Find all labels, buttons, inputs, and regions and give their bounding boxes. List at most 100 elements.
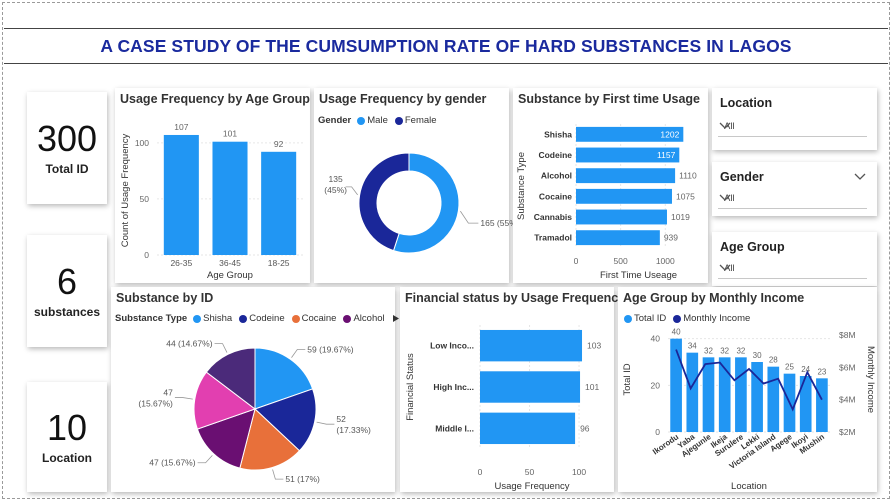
chart-title: Age Group by Monthly Income [623,291,805,305]
legend-label: Total ID [634,313,667,324]
data-label: (15.67%) [138,399,173,409]
kpi-value: 10 [46,406,88,448]
legend-dot [239,314,248,323]
dropdown-value: All [724,263,735,274]
x-tick-label: 26-35 [170,258,192,268]
data-label: 1157 [657,150,676,160]
y-tick-label: 40 [651,334,661,344]
leader-line [197,455,213,464]
age-group-dropdown[interactable]: All [718,259,867,279]
bar [576,209,667,225]
legend-label: Male [367,115,388,126]
gender-legend: Gender Male Female [318,115,440,126]
data-label: 32 [736,346,745,355]
data-label: 34 [688,342,697,351]
data-label: (45%) [324,185,347,195]
legend-item-monthly-income[interactable]: Monthly Income [673,313,750,324]
donut-slice [392,152,460,254]
gender-dropdown[interactable]: All [718,189,867,209]
data-label: 40 [672,328,681,337]
y2-axis-label: Monthly Income [865,346,876,413]
legend-dot [394,116,403,125]
bar [799,376,812,432]
data-label: 51 (17%) [285,474,320,484]
chevron-down-icon[interactable] [853,170,867,182]
legend-item-total-id[interactable]: Total ID [624,313,666,324]
chart-title: Usage Frequency by Age Group [120,92,310,106]
data-label: 32 [704,346,713,355]
age-group-chart: 0 50 100 107 26-35 101 36-45 92 18-25 Age Group Co… [120,122,303,281]
y-tick-label: Cannabis [534,212,573,222]
data-label: 25 [785,363,794,372]
y-tick-label: Shisha [544,129,572,139]
chart-title: Substance by First time Usage [518,92,701,106]
data-label: 23 [817,367,826,376]
y2-tick-label: $4M [839,395,856,405]
pie-slice [196,408,256,469]
legend-item-cocaine[interactable]: Cocaine [291,313,336,324]
x-tick-label: 100 [572,467,586,477]
location-dropdown[interactable]: All [718,117,867,137]
pie-slice [193,371,257,430]
x-axis-label: Location [731,481,767,492]
y-tick-label: High Inc... [433,382,474,392]
data-label: 103 [587,341,601,351]
y-tick-label: Codeine [538,150,572,160]
income-combo-chart: 02040$2M$4M$6M$8M40Ikorodu34Yaba32Ajegun… [622,328,876,492]
dropdown-value: All [724,121,735,132]
legend-item-codeine[interactable]: Codeine [239,313,285,324]
y-tick-label: Alcohol [541,171,572,181]
x-axis-label: Age Group [207,270,253,281]
bar [767,366,780,432]
legend-next-icon[interactable] [392,314,400,323]
legend-label: Alcohol [353,313,385,324]
chevron-down-icon [719,194,731,201]
kpi-card-location: 10 Location [27,382,107,492]
bar [480,412,576,445]
legend-label: Female [404,115,437,126]
x-tick-label: 0 [574,256,579,266]
legend-item-alcohol[interactable]: Alcohol [343,313,385,324]
y-tick-label: 0 [655,427,660,437]
legend-item-male[interactable]: Male [357,115,388,126]
bar [576,188,672,204]
kpi-label: Location [42,450,92,465]
kpi-value: 300 [36,117,98,159]
data-label: 30 [753,351,762,360]
chart-title: Usage Frequency by gender [319,92,487,106]
page-title: A CASE STUDY OF THE CUMSUMPTION RATE OF … [100,35,792,56]
data-label: 24 [801,365,810,374]
legend-dot [624,314,632,323]
y-axis-label: Count of Usage Frequency [120,133,131,247]
y-tick-label: Tramadol [534,233,572,243]
y-tick-label: 20 [651,380,661,390]
leader-line [272,469,284,480]
kpi-label: substances [33,304,101,319]
bar [480,329,583,362]
y2-tick-label: $8M [839,330,856,340]
gender-chart-card: Usage Frequency by gender Gender Male Fe… [314,88,520,283]
slicer-age-group: Age Group All [712,232,877,286]
financial-chart-card: Financial status by Usage Frequency 0 50 1… [400,287,625,492]
donut-slice [358,152,410,252]
pie-slice [254,388,317,452]
y-tick-label: Middle I... [435,423,474,433]
legend-item-female[interactable]: Female [394,115,437,126]
income-chart-card: Age Group by Monthly Income Total ID Mon… [618,287,877,492]
data-label: 59 (19.67%) [307,344,353,354]
data-label: (17.33%) [336,425,371,435]
legend-title: Substance Type [115,313,188,324]
data-label: 47 (15.67%) [149,458,195,468]
legend-item-shisha[interactable]: Shisha [193,313,232,324]
chevron-down-icon [719,264,731,271]
x-tick-label: 50 [525,467,535,477]
data-label: 44 (14.67%) [166,339,212,349]
x-axis-label: Usage Frequency [495,481,570,492]
y-tick-label: 0 [144,250,149,260]
data-label: 101 [223,129,237,139]
title-bar: A CASE STUDY OF THE CUMSUMPTION RATE OF … [4,28,888,64]
x-tick-label: 36-45 [219,258,241,268]
bar [261,151,297,255]
y-axis-label: Financial Status [405,353,416,421]
y-tick-label: Cocaine [539,191,572,201]
